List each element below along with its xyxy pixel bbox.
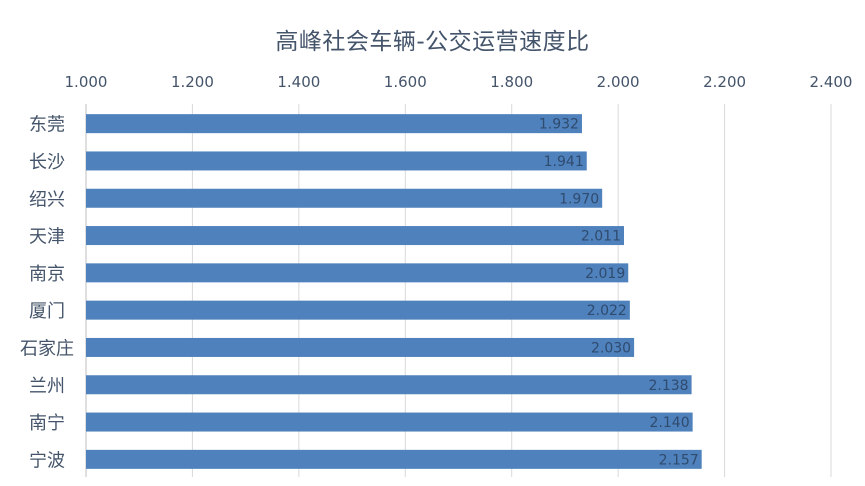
data-label: 1.932 bbox=[539, 117, 579, 133]
category-label: 天津 bbox=[29, 227, 65, 248]
category-label: 绍兴 bbox=[29, 189, 65, 210]
x-tick-label: 1.400 bbox=[277, 73, 320, 91]
x-tick-label: 1.800 bbox=[490, 73, 533, 91]
category-label: 兰州 bbox=[29, 376, 65, 397]
data-label: 1.941 bbox=[544, 154, 584, 170]
data-label: 2.138 bbox=[648, 378, 688, 394]
bar bbox=[86, 263, 629, 283]
bar bbox=[86, 188, 603, 208]
data-label: 2.030 bbox=[591, 340, 631, 356]
x-tick-label: 2.200 bbox=[703, 73, 746, 91]
x-tick-label: 1.600 bbox=[384, 73, 427, 91]
bar bbox=[86, 151, 587, 171]
data-label: 2.157 bbox=[659, 452, 699, 468]
bar bbox=[86, 226, 624, 246]
x-tick-label: 1.200 bbox=[171, 73, 214, 91]
data-labels: 1.932 1.941 1.970 2.011 2.019 2.022 2.030 2.138… bbox=[539, 117, 699, 469]
category-label: 南宁 bbox=[29, 413, 65, 434]
data-label: 2.011 bbox=[581, 229, 621, 245]
category-label: 长沙 bbox=[29, 152, 65, 173]
data-label: 2.019 bbox=[585, 266, 625, 282]
x-tick-label: 2.400 bbox=[810, 73, 853, 91]
data-label: 1.970 bbox=[559, 191, 599, 207]
bars bbox=[86, 114, 702, 469]
category-label: 南京 bbox=[29, 264, 65, 285]
category-label: 厦门 bbox=[29, 301, 65, 322]
data-label: 2.140 bbox=[650, 415, 690, 431]
bar bbox=[86, 337, 635, 357]
category-label: 宁波 bbox=[29, 450, 65, 471]
chart-title: 高峰社会车辆-公交运营速度比 bbox=[275, 29, 590, 55]
x-tick-label: 1.000 bbox=[65, 73, 108, 91]
x-axis-tick-labels: 1.000 1.200 1.400 1.600 1.800 2.000 2.200 2.400 bbox=[65, 73, 853, 91]
bar bbox=[86, 449, 702, 469]
x-tick-label: 2.000 bbox=[597, 73, 640, 91]
bar bbox=[86, 114, 582, 134]
data-label: 2.022 bbox=[587, 303, 627, 319]
bar bbox=[86, 412, 693, 432]
category-label: 石家庄 bbox=[20, 338, 74, 359]
category-label: 东莞 bbox=[29, 115, 65, 136]
bar bbox=[86, 375, 692, 395]
bar bbox=[86, 300, 630, 320]
